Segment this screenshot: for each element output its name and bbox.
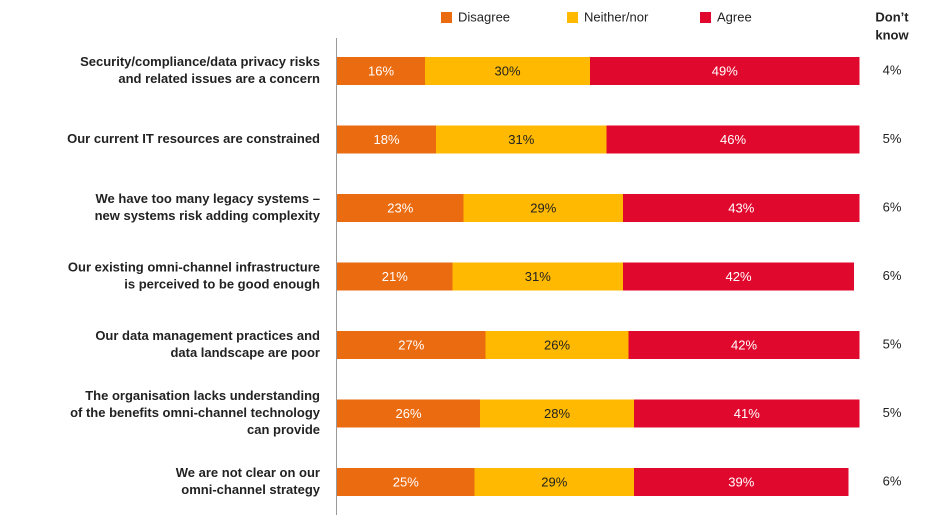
bar-segment — [337, 331, 486, 359]
value-label: 42% — [725, 269, 751, 284]
value-label: 39% — [728, 474, 754, 489]
bar-segment — [337, 468, 475, 496]
value-label: 16% — [368, 63, 394, 78]
legend-label: Agree — [717, 9, 752, 24]
bar-segment — [474, 468, 634, 496]
dont-know-header: Don’t — [875, 9, 909, 24]
bar-segment — [337, 399, 480, 428]
value-label: 25% — [393, 474, 419, 489]
legend-label: Disagree — [458, 9, 510, 24]
bar-segment — [425, 57, 590, 85]
value-label: 27% — [398, 337, 424, 352]
dont-know-value: 5% — [883, 405, 902, 420]
value-label: 18% — [373, 132, 399, 147]
legend-swatch — [441, 12, 452, 23]
category-label: new systems risk adding complexity — [95, 208, 321, 223]
value-label: 21% — [382, 269, 408, 284]
bar-segment — [623, 262, 854, 291]
category-label: Our data management practices and — [95, 328, 320, 343]
value-label: 43% — [728, 200, 754, 215]
value-label: 28% — [544, 406, 570, 421]
category-label: omni-channel strategy — [181, 482, 320, 497]
bar-segment — [628, 331, 860, 359]
value-label: 46% — [720, 132, 746, 147]
value-label: 31% — [508, 132, 534, 147]
category-label: Our current IT resources are constrained — [67, 131, 320, 146]
bar-segment — [590, 57, 860, 85]
value-label: 23% — [387, 200, 413, 215]
bar-segment — [485, 331, 629, 359]
dont-know-header: know — [875, 27, 909, 42]
bar-segment — [634, 399, 860, 428]
dont-know-value: 6% — [883, 199, 902, 214]
dont-know-value: 6% — [883, 268, 902, 283]
category-label: We are not clear on our — [176, 465, 320, 480]
category-label: Our existing omni-channel infrastructure — [68, 259, 320, 274]
value-label: 31% — [525, 269, 551, 284]
dont-know-value: 5% — [883, 336, 902, 351]
value-label: 30% — [494, 63, 520, 78]
bar-segment — [634, 468, 849, 496]
category-label: We have too many legacy systems – — [96, 191, 320, 206]
legend-label: Neither/nor — [584, 9, 649, 24]
bar-segment — [452, 262, 623, 291]
category-label: The organisation lacks understanding — [85, 388, 320, 403]
bar-segment — [337, 57, 425, 85]
value-label: 29% — [541, 474, 567, 489]
category-label: of the benefits omni-channel technology — [70, 405, 321, 420]
bar-segment — [606, 125, 860, 154]
category-label: data landscape are poor — [170, 345, 320, 360]
legend-swatch — [567, 12, 578, 23]
bar-segment — [337, 262, 453, 291]
bar-segment — [436, 125, 607, 154]
bar-segment — [337, 194, 464, 222]
value-label: 26% — [395, 406, 421, 421]
category-label: is perceived to be good enough — [124, 276, 320, 291]
dont-know-value: 6% — [883, 473, 902, 488]
dont-know-value: 5% — [883, 131, 902, 146]
dont-know-value: 4% — [883, 62, 902, 77]
category-label: and related issues are a concern — [118, 71, 320, 86]
category-label: can provide — [247, 422, 320, 437]
bar-segment — [480, 399, 634, 428]
category-label: Security/compliance/data privacy risks — [80, 54, 320, 69]
bar-segment — [463, 194, 623, 222]
value-label: 26% — [544, 337, 570, 352]
value-label: 41% — [734, 406, 760, 421]
value-label: 42% — [731, 337, 757, 352]
value-label: 29% — [530, 200, 556, 215]
bar-segment — [337, 125, 436, 154]
legend-swatch — [700, 12, 711, 23]
value-label: 49% — [712, 63, 738, 78]
bar-segment — [623, 194, 860, 222]
